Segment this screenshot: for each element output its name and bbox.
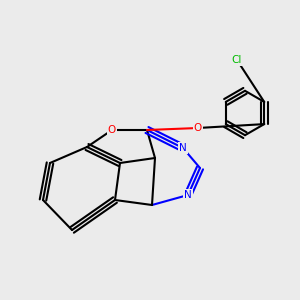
Text: N: N xyxy=(179,143,187,153)
Text: Cl: Cl xyxy=(232,55,242,65)
Text: O: O xyxy=(194,123,202,133)
Text: N: N xyxy=(184,190,192,200)
Text: O: O xyxy=(108,125,116,135)
